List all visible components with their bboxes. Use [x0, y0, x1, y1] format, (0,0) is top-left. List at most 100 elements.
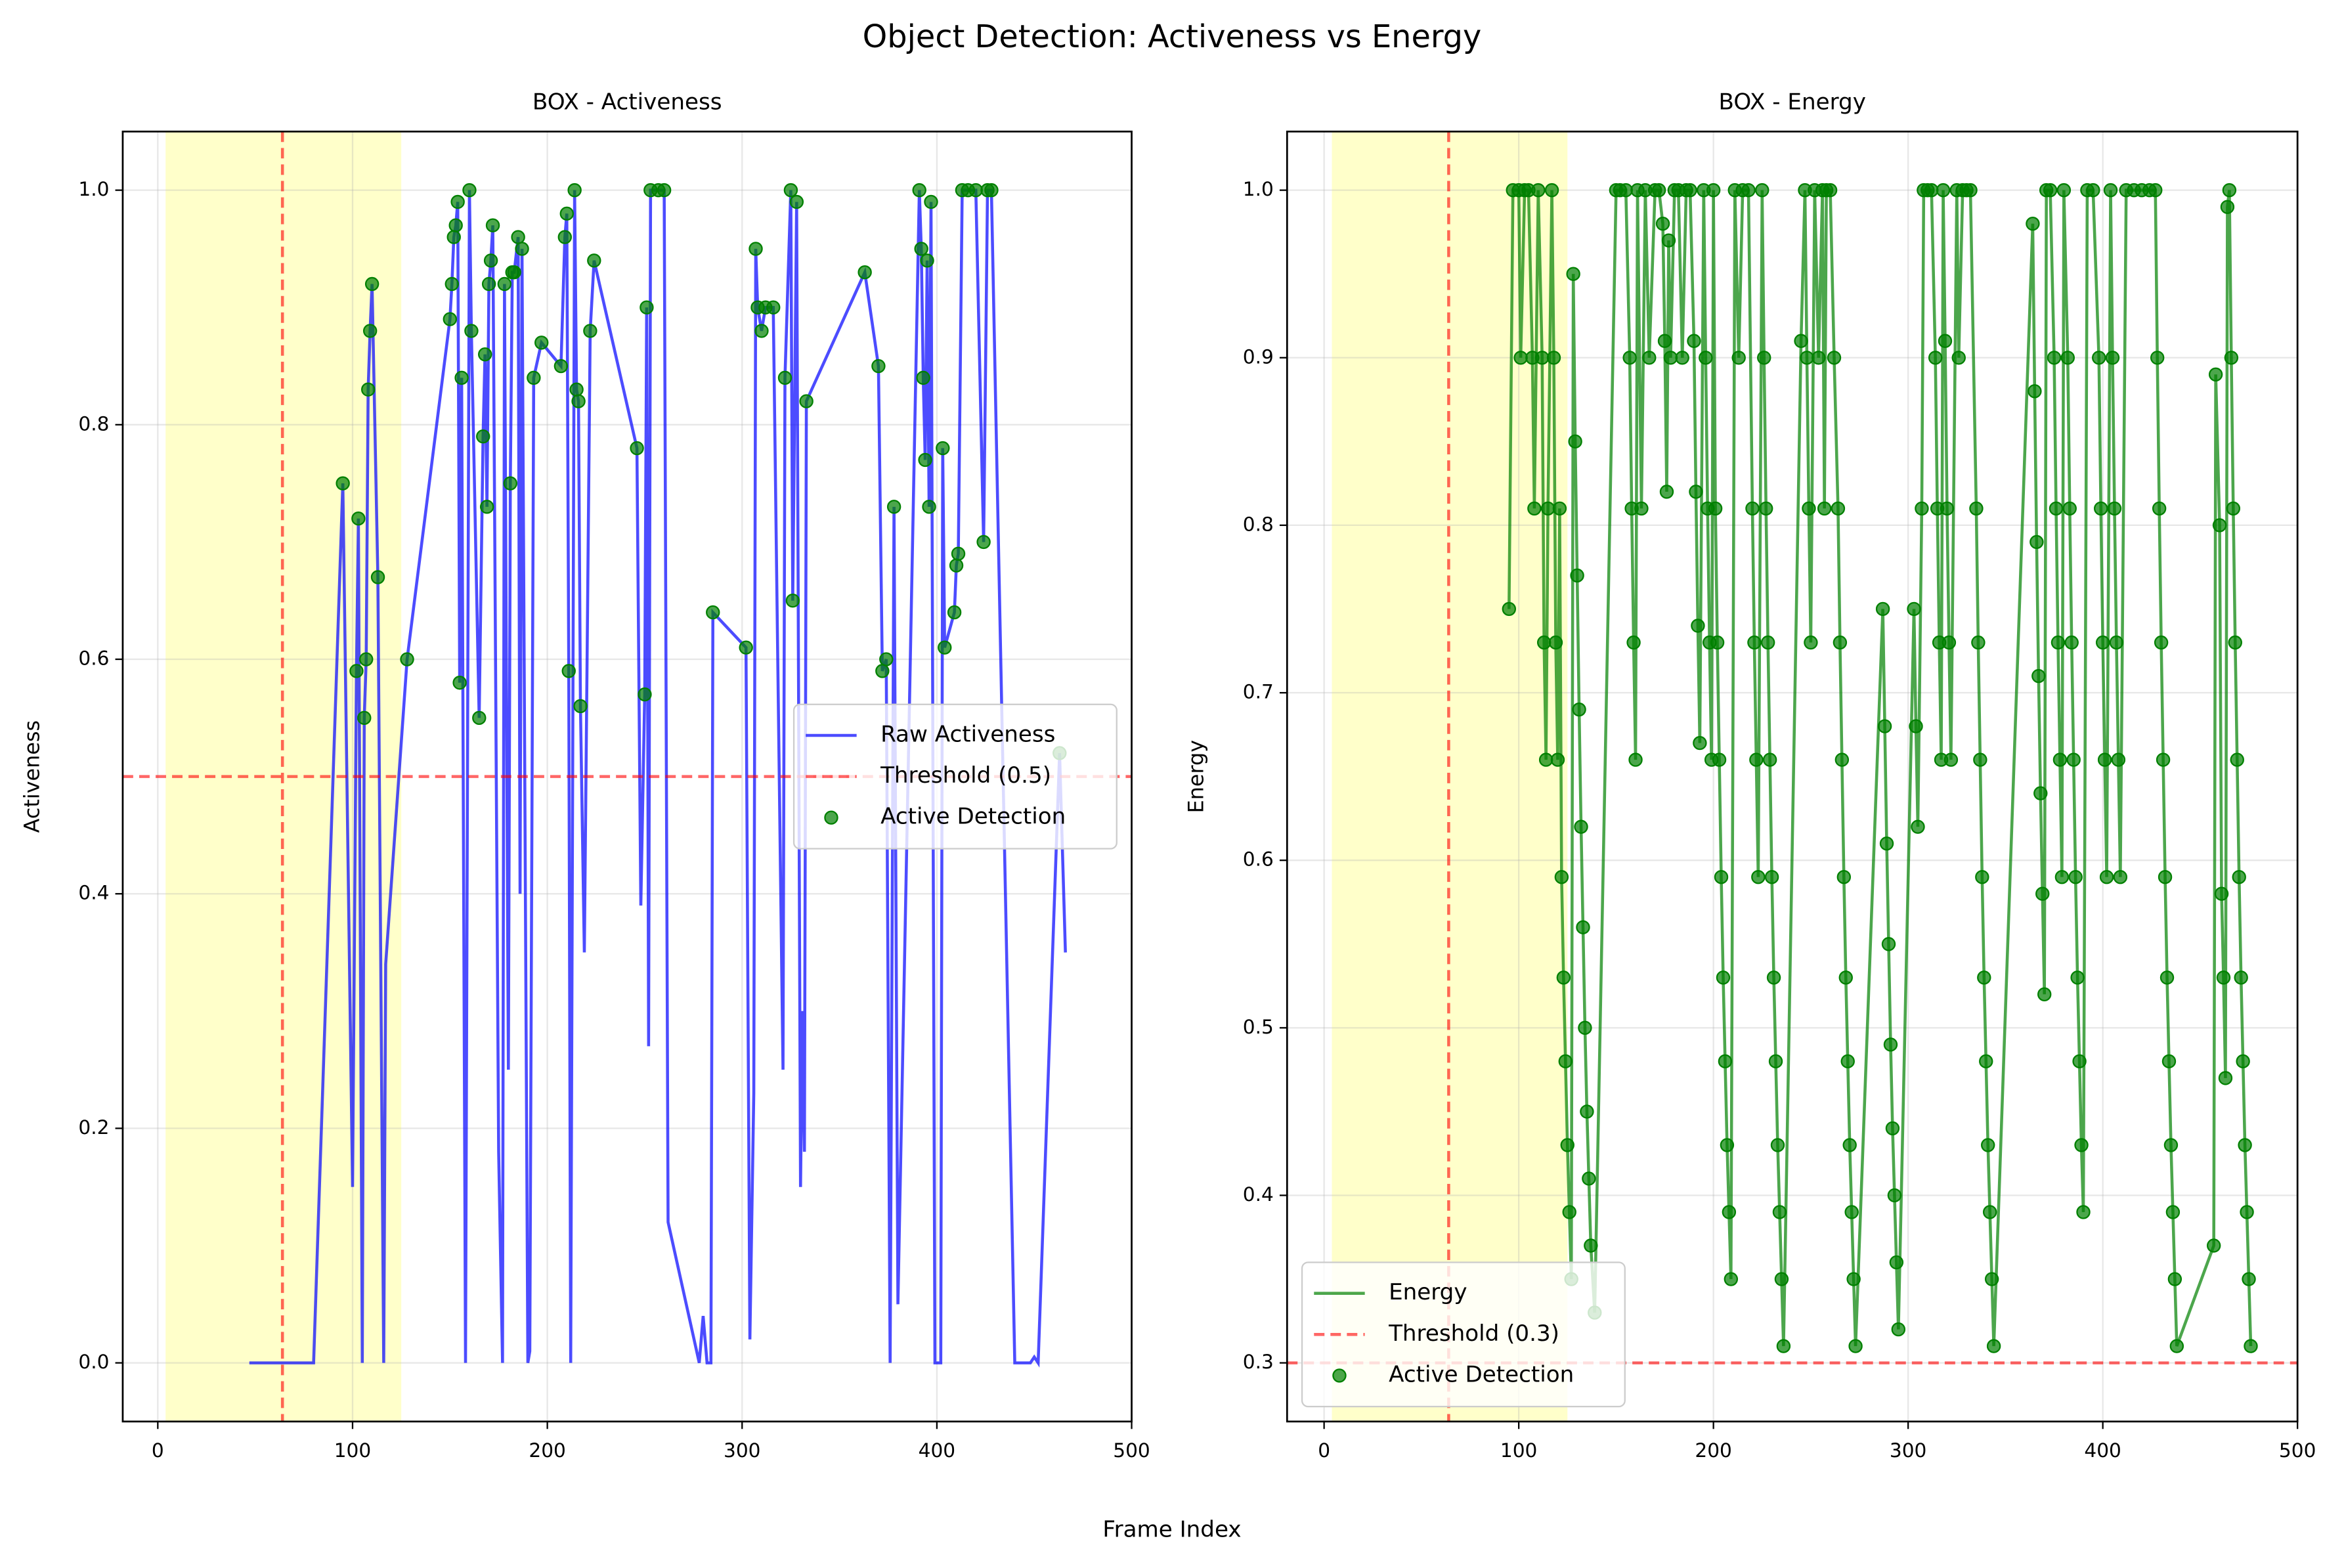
scatter-point — [1755, 183, 1769, 198]
scatter-point — [2234, 970, 2248, 985]
scatter-point — [1691, 619, 1705, 633]
scatter-point — [1883, 1037, 1898, 1052]
scatter-point — [1576, 920, 1590, 934]
scatter-point — [1842, 1138, 1857, 1152]
scatter-point — [1540, 501, 1555, 516]
scatter-point — [1693, 735, 1707, 751]
scatter-point — [569, 382, 584, 397]
scatter-point — [1823, 183, 1838, 198]
scatter-point — [443, 312, 457, 326]
scatter-point — [507, 265, 521, 280]
scatter-point — [450, 194, 465, 209]
scatter-point — [1689, 485, 1703, 499]
scatter-point — [1774, 1272, 1789, 1286]
scatter-point — [497, 276, 512, 292]
scatter-point — [2062, 501, 2077, 516]
scatter-point — [1628, 752, 1643, 767]
scatter-point — [479, 500, 494, 514]
scatter-point — [2161, 1054, 2177, 1069]
scatter-point — [1757, 351, 1771, 365]
scatter-point — [1661, 233, 1676, 248]
scatter-point — [1794, 334, 1808, 348]
scatter-point — [1812, 351, 1826, 365]
scatter-point — [938, 640, 952, 655]
scatter-point — [2068, 870, 2083, 884]
scatter-point — [1762, 752, 1777, 767]
scatter-point — [454, 370, 469, 385]
legend-label: Energy — [1389, 1279, 1467, 1305]
scatter-point — [1531, 183, 1546, 198]
scatter-point — [1527, 501, 1542, 516]
scatter-point — [1634, 501, 1649, 516]
scatter-point — [559, 206, 574, 221]
subplot-title: BOX - Energy — [1719, 89, 1866, 116]
scatter-point — [515, 242, 529, 256]
scatter-point — [2072, 1054, 2087, 1069]
scatter-point — [2224, 351, 2239, 365]
x-tick-label: 0 — [1318, 1439, 1330, 1462]
scatter-point — [1981, 1138, 1995, 1152]
scatter-point — [1714, 870, 1729, 884]
scatter-point — [1984, 1272, 1999, 1286]
scatter-point — [640, 300, 654, 315]
scatter-point — [1800, 351, 1814, 365]
scatter-point — [1875, 601, 1890, 617]
scatter-point — [1963, 183, 1978, 198]
scatter-point — [949, 558, 964, 573]
scatter-point — [1940, 501, 1955, 516]
scatter-point — [485, 218, 500, 232]
scatter-point — [359, 652, 374, 666]
scatter-point — [2236, 1054, 2250, 1069]
scatter-point — [2212, 518, 2227, 533]
scatter-point — [1548, 635, 1563, 650]
scatter-point — [886, 500, 901, 514]
scatter-point — [583, 324, 597, 338]
x-tick-label: 400 — [919, 1439, 955, 1462]
scatter-point — [2047, 351, 2062, 365]
scatter-point — [1513, 351, 1528, 365]
scatter-point — [1951, 351, 1966, 365]
scatter-point — [452, 676, 467, 690]
y-tick-label: 1.0 — [1243, 178, 1274, 200]
figure-title: Object Detection: Activeness vs Energy — [863, 19, 1482, 55]
scatter-point — [914, 242, 928, 256]
scatter-point — [1687, 334, 1701, 348]
scatter-point — [1710, 635, 1725, 650]
scatter-point — [481, 276, 496, 292]
scatter-point — [1556, 970, 1571, 985]
scatter-point — [1938, 334, 1953, 348]
scatter-point — [1536, 635, 1552, 650]
scatter-point — [2230, 752, 2244, 767]
legend: Raw Activeness Threshold (0.5) Active Dete… — [792, 703, 1118, 850]
scatter-point — [351, 512, 366, 526]
scatter-point — [2113, 870, 2128, 884]
scatter-point — [2242, 1272, 2256, 1286]
scatter-point — [1833, 635, 1848, 650]
y-tick-label: 0.0 — [78, 1351, 109, 1373]
scatter-point — [976, 534, 991, 550]
scatter-point — [527, 370, 541, 385]
scatter-point — [1724, 1272, 1739, 1286]
scatter-point — [2218, 1071, 2233, 1085]
scatter-point — [2228, 635, 2242, 650]
scatter-point — [871, 359, 886, 374]
scatter-point — [875, 664, 890, 678]
scatter-point — [1741, 183, 1756, 198]
scatter-point — [918, 452, 932, 468]
legend-label: Threshold (0.5) — [880, 762, 1051, 789]
scatter-point — [1907, 601, 1921, 617]
scatter-point — [2097, 752, 2112, 767]
scatter-point — [2066, 752, 2081, 767]
scatter-point — [2060, 351, 2075, 365]
scatter-point — [1675, 351, 1689, 365]
scatter-point — [448, 218, 463, 232]
scatter-point — [2056, 183, 2072, 198]
scatter-point — [1562, 1205, 1576, 1219]
scatter-point — [1928, 351, 1943, 365]
scatter-point — [464, 324, 479, 338]
scatter-point — [1502, 601, 1517, 617]
scatter-point — [2160, 970, 2175, 985]
legend-label: Active Detection — [880, 804, 1066, 830]
scatter-point — [1699, 351, 1713, 365]
